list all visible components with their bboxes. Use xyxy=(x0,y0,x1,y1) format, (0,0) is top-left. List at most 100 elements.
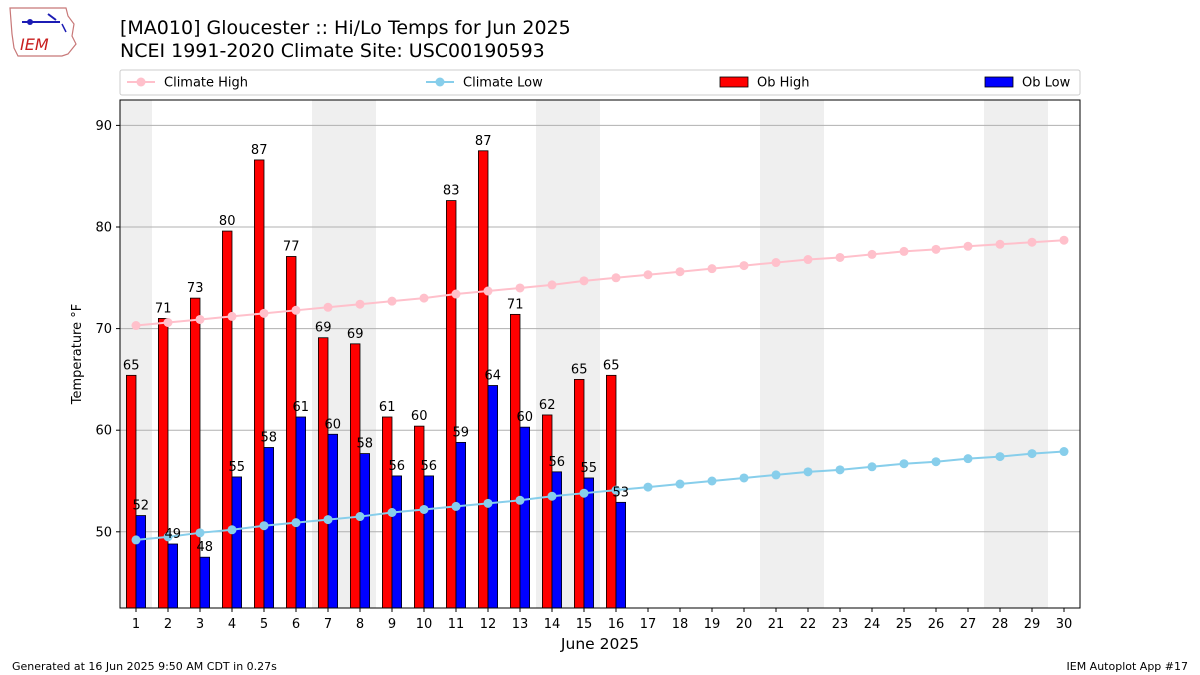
climate-high-point xyxy=(163,318,173,328)
x-tick-label: 22 xyxy=(800,617,817,632)
ob-high-label: 83 xyxy=(443,184,460,199)
y-axis-label: Temperature °F xyxy=(70,304,85,405)
climate-low-point xyxy=(803,467,813,477)
chart-subtitle: NCEI 1991-2020 Climate Site: USC00190593 xyxy=(120,40,545,62)
ob-low-bar xyxy=(199,556,211,609)
y-tick-label: 50 xyxy=(95,525,112,540)
ob-low-bar xyxy=(391,475,403,609)
climate-high-point xyxy=(227,311,237,321)
climate-low-point xyxy=(355,512,365,522)
weekend-shade xyxy=(792,100,824,608)
ob-low-label: 56 xyxy=(549,455,566,470)
y-tick-label: 80 xyxy=(95,221,112,236)
x-tick-label: 26 xyxy=(928,617,945,632)
climate-low-point xyxy=(259,521,269,531)
ob-low-label: 61 xyxy=(293,400,310,415)
x-tick-label: 12 xyxy=(480,617,497,632)
ob-low-bar xyxy=(423,475,435,609)
climate-low-point xyxy=(675,479,685,489)
ob-high-label: 71 xyxy=(507,297,524,312)
ob-low-label: 56 xyxy=(389,459,406,474)
climate-low-point xyxy=(483,498,493,508)
ob-high-bar xyxy=(445,200,457,609)
climate-high-point xyxy=(419,293,429,303)
ob-low-bar xyxy=(583,477,595,609)
x-tick-label: 10 xyxy=(416,617,433,632)
climate-low-point xyxy=(163,532,173,542)
ob-low-bar xyxy=(295,416,307,609)
x-axis-label: June 2025 xyxy=(560,635,639,653)
climate-low-point xyxy=(547,491,557,501)
climate-low-point xyxy=(131,535,141,545)
weekend-shade xyxy=(760,100,792,608)
x-tick-label: 18 xyxy=(672,617,689,632)
ob-low-label: 64 xyxy=(485,368,502,383)
climate-high-point xyxy=(355,299,365,309)
ob-low-bar xyxy=(135,515,147,609)
climate-low-point xyxy=(739,473,749,483)
ob-high-bar xyxy=(413,425,425,609)
ob-low-bar xyxy=(487,385,499,609)
ob-low-legend-swatch xyxy=(984,76,1014,88)
iem-logo: IEM xyxy=(8,6,80,58)
ob-high-legend-swatch xyxy=(719,76,749,88)
x-tick-label: 8 xyxy=(356,617,364,632)
weekend-shade xyxy=(984,100,1016,608)
ob-low-label: 56 xyxy=(421,459,438,474)
svg-text:IEM: IEM xyxy=(20,35,49,54)
ob-low-label: 55 xyxy=(229,460,246,475)
ob-low-legend-label: Ob Low xyxy=(1022,76,1071,91)
x-tick-label: 3 xyxy=(196,617,204,632)
climate-low-point xyxy=(963,454,973,464)
climate-low-point xyxy=(899,459,909,469)
climate-low-point xyxy=(323,515,333,525)
climate-high-point xyxy=(675,267,685,277)
climate-high-point xyxy=(451,289,461,299)
ob-low-label: 58 xyxy=(357,437,374,452)
climate-low-point xyxy=(643,482,653,492)
ob-high-bar xyxy=(542,414,553,609)
climate-low-legend-marker xyxy=(435,77,445,87)
ob-high-label: 69 xyxy=(347,327,364,342)
climate-high-point xyxy=(931,244,941,254)
climate-high-point xyxy=(515,283,525,293)
climate-low-point xyxy=(419,504,429,514)
climate-high-point xyxy=(899,246,909,256)
x-tick-label: 2 xyxy=(164,617,172,632)
climate-high-point xyxy=(259,308,269,318)
climate-low-point xyxy=(451,501,461,511)
x-tick-label: 15 xyxy=(576,617,593,632)
climate-low-line xyxy=(135,450,1065,541)
climate-low-point xyxy=(227,525,237,535)
ob-high-bar xyxy=(221,230,233,609)
x-tick-label: 25 xyxy=(896,617,913,632)
climate-high-point xyxy=(131,321,141,331)
climate-low-point xyxy=(611,485,621,495)
ob-low-bar xyxy=(615,501,627,609)
ob-high-label: 62 xyxy=(539,398,556,413)
climate-high-point xyxy=(643,270,653,280)
legend-box xyxy=(119,69,1081,96)
ob-high-bar xyxy=(126,374,137,609)
climate-high-point xyxy=(291,305,301,315)
x-tick-label: 7 xyxy=(324,617,332,632)
climate-low-point xyxy=(291,518,301,528)
ob-high-label: 71 xyxy=(155,301,172,316)
x-tick-label: 11 xyxy=(448,617,465,632)
climate-high-legend-label: Climate High xyxy=(164,76,248,91)
ob-low-label: 60 xyxy=(517,410,534,425)
x-tick-label: 4 xyxy=(228,617,236,632)
x-tick-label: 21 xyxy=(768,617,785,632)
ob-high-label: 69 xyxy=(315,321,332,336)
y-tick-label: 90 xyxy=(95,119,112,134)
plot-frame xyxy=(119,99,1081,609)
climate-low-legend-label: Climate Low xyxy=(463,76,543,91)
climate-high-point xyxy=(771,258,781,268)
climate-high-point xyxy=(547,280,557,290)
x-tick-label: 9 xyxy=(388,617,396,632)
ob-high-label: 87 xyxy=(475,134,492,149)
climate-low-point xyxy=(195,528,205,538)
ob-high-bar xyxy=(349,343,361,609)
ob-high-label: 80 xyxy=(219,214,236,229)
